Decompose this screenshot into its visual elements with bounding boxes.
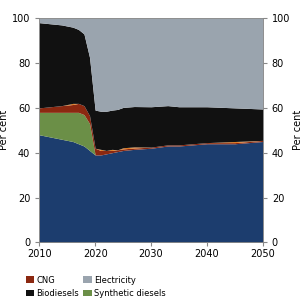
Y-axis label: Per cent: Per cent (0, 110, 9, 150)
Legend: CNG, Biodiesels, Electricity, Synthetic diesels: CNG, Biodiesels, Electricity, Synthetic … (26, 276, 166, 298)
Y-axis label: Per cent: Per cent (293, 110, 302, 150)
